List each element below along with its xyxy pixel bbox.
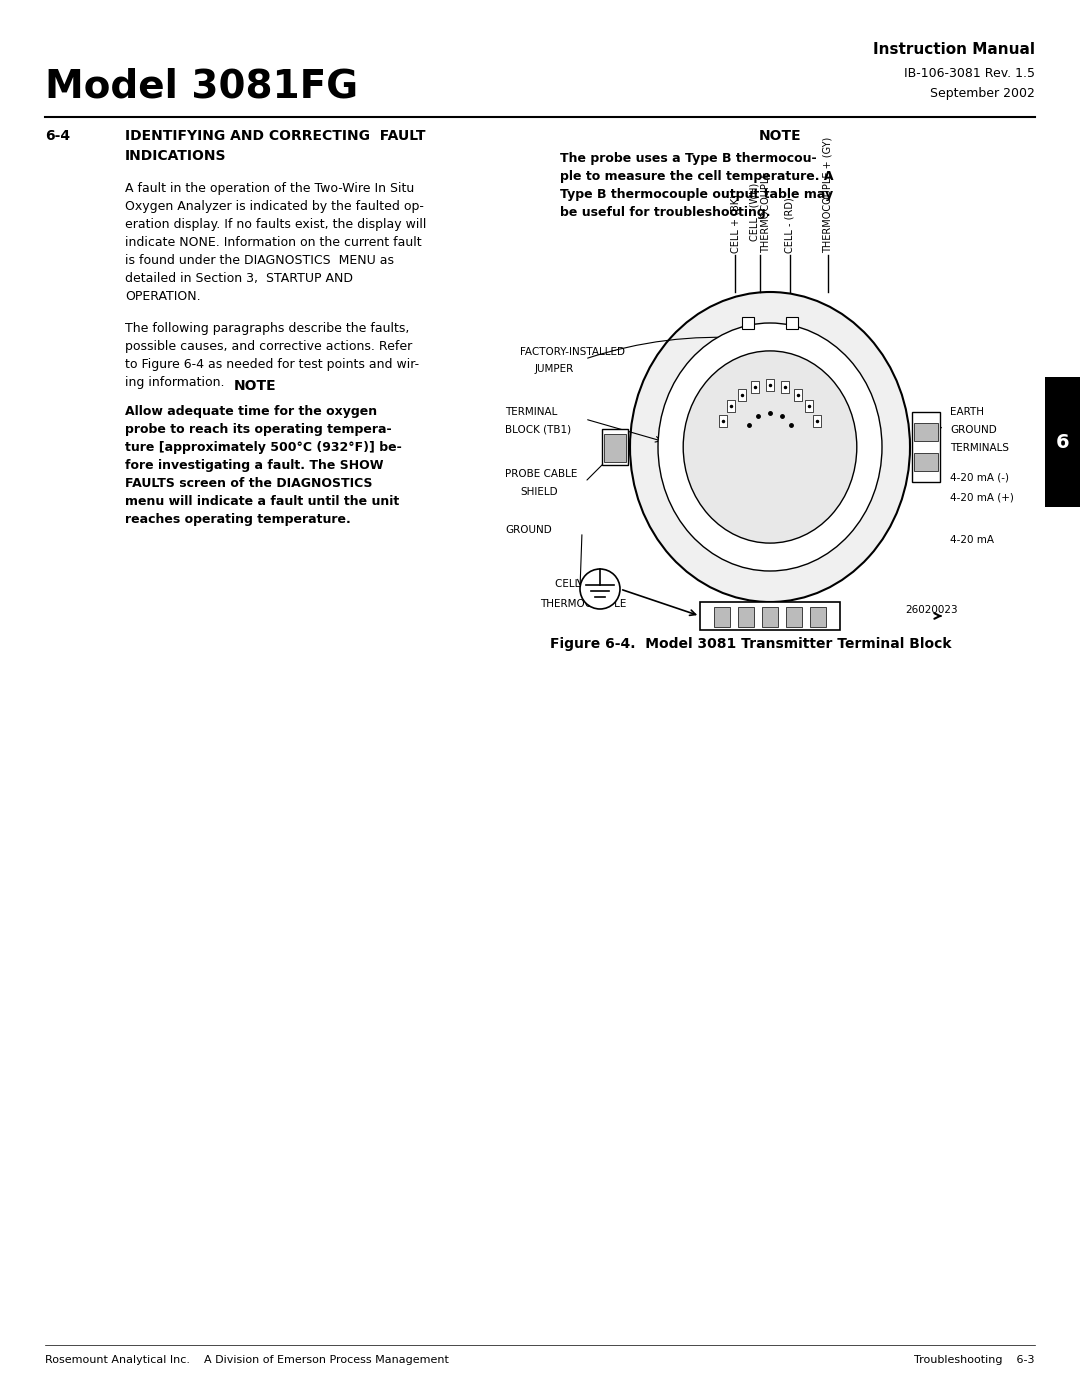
Bar bbox=[794, 388, 802, 401]
Text: 6-4: 6-4 bbox=[45, 129, 70, 142]
Bar bbox=[1045, 377, 1080, 507]
Bar bbox=[786, 317, 798, 330]
Text: CELL AND: CELL AND bbox=[555, 578, 607, 590]
Bar bbox=[805, 400, 813, 412]
Bar bbox=[727, 400, 734, 412]
Ellipse shape bbox=[630, 292, 910, 602]
Text: CELL + (BK): CELL + (BK) bbox=[730, 194, 740, 253]
Text: 6: 6 bbox=[1055, 433, 1069, 451]
Bar bbox=[914, 453, 939, 471]
Text: 26020023: 26020023 bbox=[905, 605, 958, 615]
Text: IB-106-3081 Rev. 1.5: IB-106-3081 Rev. 1.5 bbox=[904, 67, 1035, 80]
Text: Troubleshooting    6-3: Troubleshooting 6-3 bbox=[915, 1355, 1035, 1365]
Text: 4-20 mA (-): 4-20 mA (-) bbox=[950, 472, 1009, 482]
Text: CELL - (WH)
THERMOCOUPLE: CELL - (WH) THERMOCOUPLE bbox=[750, 172, 771, 253]
Text: IDENTIFYING AND CORRECTING  FAULT: IDENTIFYING AND CORRECTING FAULT bbox=[125, 129, 426, 142]
Text: FACTORY-INSTALLED: FACTORY-INSTALLED bbox=[519, 346, 625, 358]
Text: NOTE: NOTE bbox=[233, 379, 276, 393]
Bar bbox=[781, 381, 788, 394]
Bar bbox=[714, 608, 730, 627]
Text: TERMINAL: TERMINAL bbox=[505, 407, 557, 416]
Text: NOTE: NOTE bbox=[758, 129, 801, 142]
Text: THERMOCOUPLE + (GY): THERMOCOUPLE + (GY) bbox=[823, 137, 833, 253]
Text: Allow adequate time for the oxygen
probe to reach its operating tempera-
ture [a: Allow adequate time for the oxygen probe… bbox=[125, 405, 402, 527]
Text: September 2002: September 2002 bbox=[930, 87, 1035, 101]
Text: A fault in the operation of the Two-Wire In Situ
Oxygen Analyzer is indicated by: A fault in the operation of the Two-Wire… bbox=[125, 182, 427, 303]
Bar bbox=[604, 434, 626, 462]
Bar bbox=[766, 379, 774, 391]
Bar bbox=[602, 429, 627, 465]
Text: Model 3081FG: Model 3081FG bbox=[45, 67, 359, 105]
Text: EARTH: EARTH bbox=[950, 407, 984, 416]
Text: TERMINALS: TERMINALS bbox=[950, 443, 1009, 453]
Bar bbox=[700, 602, 840, 630]
Text: INDICATIONS: INDICATIONS bbox=[125, 149, 227, 163]
Bar bbox=[762, 608, 778, 627]
Bar bbox=[786, 608, 802, 627]
Text: THERMOCOUPLE: THERMOCOUPLE bbox=[540, 599, 626, 609]
Text: The following paragraphs describe the faults,
possible causes, and corrective ac: The following paragraphs describe the fa… bbox=[125, 321, 419, 388]
Text: GROUND: GROUND bbox=[505, 525, 552, 535]
Text: 4-20 mA (+): 4-20 mA (+) bbox=[950, 492, 1014, 502]
Bar bbox=[752, 381, 759, 394]
Text: BLOCK (TB1): BLOCK (TB1) bbox=[505, 425, 571, 434]
Bar bbox=[914, 423, 939, 441]
Text: CELL - (RD): CELL - (RD) bbox=[785, 197, 795, 253]
Text: SHIELD: SHIELD bbox=[519, 488, 557, 497]
Ellipse shape bbox=[658, 323, 882, 571]
Text: 4-20 mA: 4-20 mA bbox=[950, 535, 994, 545]
Bar bbox=[810, 608, 826, 627]
Bar bbox=[738, 388, 746, 401]
Text: Rosemount Analytical Inc.    A Division of Emerson Process Management: Rosemount Analytical Inc. A Division of … bbox=[45, 1355, 449, 1365]
Text: GROUND: GROUND bbox=[950, 425, 997, 434]
Ellipse shape bbox=[684, 351, 856, 543]
Bar bbox=[719, 415, 727, 427]
Text: The probe uses a Type B thermocou-
ple to measure the cell temperature. A
Type B: The probe uses a Type B thermocou- ple t… bbox=[561, 152, 834, 219]
Bar bbox=[738, 608, 754, 627]
Text: Figure 6-4.  Model 3081 Transmitter Terminal Block: Figure 6-4. Model 3081 Transmitter Termi… bbox=[550, 637, 951, 651]
Bar bbox=[813, 415, 821, 427]
Ellipse shape bbox=[580, 569, 620, 609]
Text: JUMPER: JUMPER bbox=[535, 365, 575, 374]
Bar bbox=[912, 412, 940, 482]
Bar bbox=[742, 317, 754, 330]
Text: Instruction Manual: Instruction Manual bbox=[873, 42, 1035, 57]
Text: PROBE CABLE: PROBE CABLE bbox=[505, 469, 578, 479]
